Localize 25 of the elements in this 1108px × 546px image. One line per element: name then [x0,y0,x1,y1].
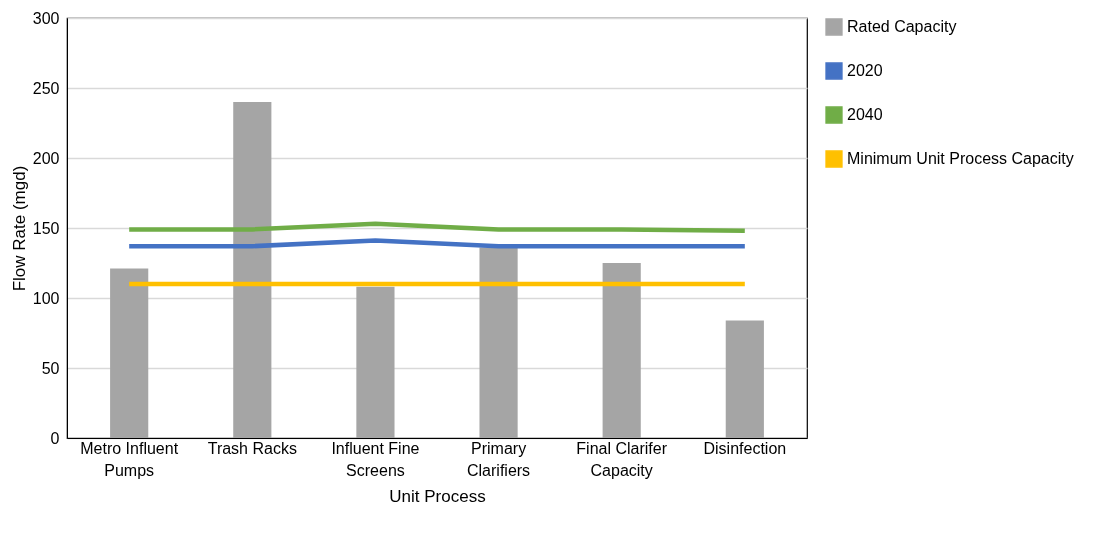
x-tick-label: Disinfection [703,439,787,457]
bar [725,320,764,438]
x-tick-label: Metro Influent Pumps [80,439,179,479]
x-tick-label: Primary Clarifiers [467,439,531,479]
y-tick-label: 250 [32,79,60,97]
y-tick-label: 50 [41,359,60,377]
legend-label: 2040 [847,106,883,123]
bar [110,268,149,438]
x-axis-title: Unit Process [389,486,486,506]
y-axis-title: Flow Rate (mgd) [9,165,29,292]
bar [602,263,641,438]
bar [479,247,518,438]
y-tick-label: 150 [32,219,60,237]
x-tick-label: Trash Racks [207,439,297,457]
y-tick-label: 300 [32,9,60,27]
x-tick-label: Influent Fine Screens [331,439,420,479]
bar [233,102,272,438]
legend-label: 2020 [847,62,883,79]
y-tick-label: 100 [32,289,60,307]
y-tick-label: 0 [50,429,60,447]
legend-label: Rated Capacity [847,18,957,35]
legend-label: Minimum Unit Process Capacity [847,150,1074,167]
y-tick-label: 200 [32,149,60,167]
bar [356,286,395,438]
x-tick-label: Final Clarifer Capacity [576,439,668,479]
